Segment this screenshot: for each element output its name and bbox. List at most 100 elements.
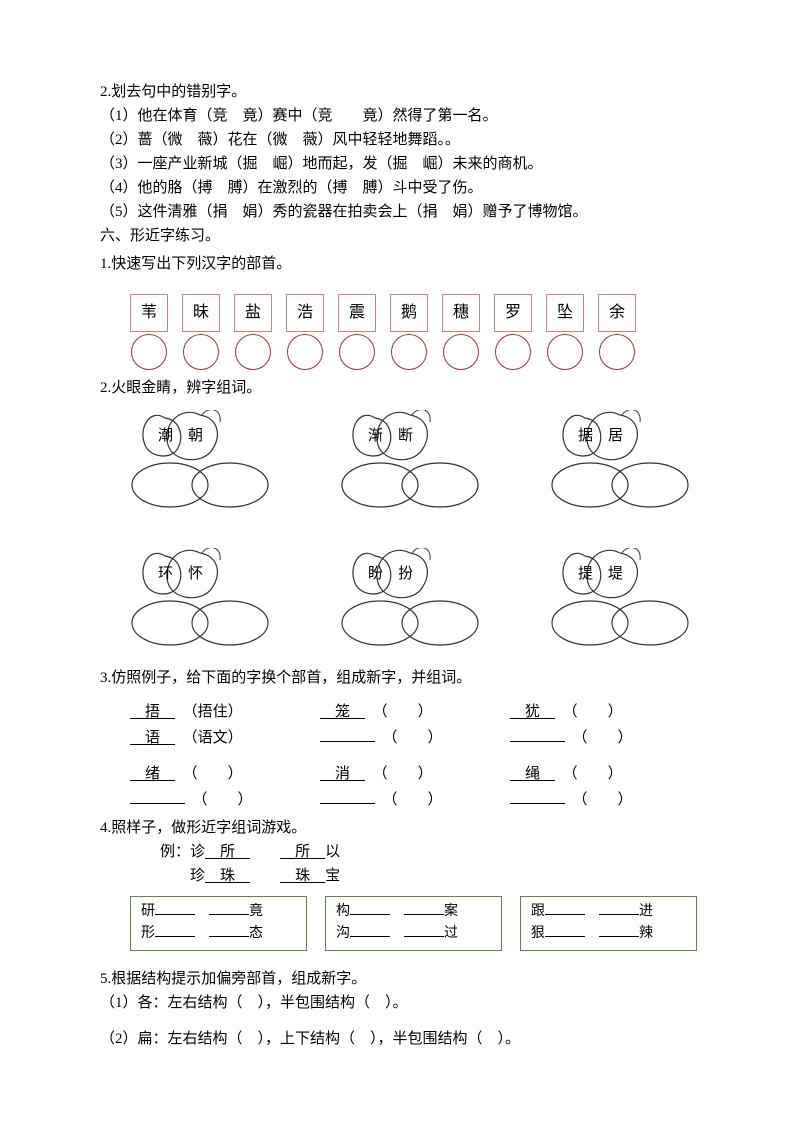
- apple-pair: 环怀: [130, 548, 270, 648]
- svg-text:渐: 渐: [368, 427, 383, 444]
- answer-circle[interactable]: [287, 334, 323, 370]
- radical-item: 震: [338, 294, 376, 370]
- fill-blank[interactable]: [599, 914, 639, 915]
- svg-text:怀: 怀: [188, 565, 203, 582]
- s4-boxes: 研 竟 形 态 构 案 沟 过 跟 进 狠 辣: [130, 896, 700, 951]
- radical-item: 浩: [286, 294, 324, 370]
- box-char: 沟: [336, 926, 350, 941]
- answer-circle[interactable]: [131, 334, 167, 370]
- s3-title: 3.仿照例子，给下面的字换个部首，组成新字，并组词。: [100, 666, 700, 690]
- apple-row: 潮朝 渐断 据居: [130, 410, 700, 510]
- svg-text:堤: 堤: [608, 565, 623, 582]
- box-char: 竟: [249, 904, 263, 919]
- box-char: 形: [141, 926, 155, 941]
- svg-text:提: 提: [578, 565, 593, 582]
- answer-circle[interactable]: [547, 334, 583, 370]
- fill-blank[interactable]: [404, 914, 444, 915]
- q2-item-1: （1）他在体育（竞 竟）赛中（竞 竟）然得了第一名。: [100, 104, 700, 128]
- svg-text:居: 居: [608, 428, 623, 444]
- fill-blank[interactable]: [510, 803, 565, 804]
- s3-row: 捂 （捂住） 笼 （ ） 犹 （ ）: [130, 700, 700, 724]
- fill-blank[interactable]: [155, 914, 195, 915]
- ex-char: 以: [325, 844, 340, 860]
- s5-item-1: （1）各：左右结构（ ），半包围结构（ ）。: [100, 991, 700, 1015]
- s3-cell: 捂 （捂住）: [130, 700, 280, 724]
- svg-text:据: 据: [578, 427, 593, 444]
- fill-blank[interactable]: [510, 741, 565, 742]
- fill-blank[interactable]: [545, 914, 585, 915]
- apple-grid: 潮朝 渐断 据居 环怀 盼扮 提堤: [130, 410, 700, 648]
- fill-blank[interactable]: [545, 936, 585, 937]
- box-char: 跟: [531, 904, 545, 919]
- apple-pair: 盼扮: [340, 548, 480, 648]
- radical-row: 苇 昧 盐 浩 震 鹅 穗 罗 坠 余: [130, 294, 700, 370]
- s3-cell: 笼 （ ）: [320, 700, 470, 724]
- q2-item-5: （5）这件清雅（捐 娟）秀的瓷器在拍卖会上（捐 娟）赠予了博物馆。: [100, 200, 700, 224]
- fill-blank[interactable]: [320, 741, 375, 742]
- ex-char: 宝: [325, 868, 340, 884]
- answer-circle[interactable]: [183, 334, 219, 370]
- radical-item: 鹅: [390, 294, 428, 370]
- radical-item: 昧: [182, 294, 220, 370]
- char-box: 昧: [182, 294, 220, 332]
- char-box: 苇: [130, 294, 168, 332]
- svg-text:环: 环: [158, 566, 173, 582]
- answer-circle[interactable]: [391, 334, 427, 370]
- s3-row: （ ） （ ） （ ）: [130, 788, 700, 812]
- s3-row: 绪 （ ） 消 （ ） 绳 （ ）: [130, 762, 700, 786]
- q2-item-4: （4）他的胳（搏 膊）在激烈的（搏 膊）斗中受了伤。: [100, 176, 700, 200]
- s5-title: 5.根据结构提示加偏旁部首，组成新字。: [100, 967, 700, 991]
- fill-blank[interactable]: [209, 936, 249, 937]
- s4-example: 例：诊 所 所 以 珍 珠 珠 宝: [160, 840, 700, 888]
- answer-circle[interactable]: [443, 334, 479, 370]
- svg-text:扮: 扮: [398, 565, 413, 582]
- answer-circle[interactable]: [599, 334, 635, 370]
- svg-text:盼: 盼: [368, 565, 383, 582]
- answer-circle[interactable]: [339, 334, 375, 370]
- apple-pair: 渐断: [340, 410, 480, 510]
- answer-circle[interactable]: [235, 334, 271, 370]
- apple-pair: 提堤: [550, 548, 690, 648]
- s4-box: 构 案 沟 过: [325, 896, 502, 951]
- svg-text:朝: 朝: [188, 427, 203, 444]
- box-char: 辣: [639, 926, 653, 941]
- apple-row: 环怀 盼扮 提堤: [130, 548, 700, 648]
- s3-cell: （ ）: [510, 788, 660, 812]
- char-box: 鹅: [390, 294, 428, 332]
- char-box: 穗: [442, 294, 480, 332]
- q2-item-2: （2）蔷（微 薇）花在（微 薇）风中轻轻地舞蹈。。: [100, 128, 700, 152]
- box-char: 构: [336, 904, 350, 919]
- fill-blank[interactable]: [350, 936, 390, 937]
- box-char: 研: [141, 904, 155, 919]
- s3-cell: 消 （ ）: [320, 762, 470, 786]
- fill-blank[interactable]: [404, 936, 444, 937]
- s3-block: 捂 （捂住） 笼 （ ） 犹 （ ） 语 （语文） （ ） （ ） 绪 （ ） …: [130, 700, 700, 812]
- char-box: 罗: [494, 294, 532, 332]
- answer-circle[interactable]: [495, 334, 531, 370]
- apple-pair: 据居: [550, 410, 690, 510]
- char-box: 盐: [234, 294, 272, 332]
- char-box: 余: [598, 294, 636, 332]
- fill-blank[interactable]: [209, 914, 249, 915]
- section-six-title: 六、形近字练习。: [100, 224, 700, 248]
- s3-row: 语 （语文） （ ） （ ）: [130, 726, 700, 750]
- ex-char: 例：诊: [160, 844, 205, 860]
- radical-item: 穗: [442, 294, 480, 370]
- radical-item: 盐: [234, 294, 272, 370]
- q2-item-3: （3）一座产业新城（掘 崛）地而起，发（掘 崛）未来的商机。: [100, 152, 700, 176]
- fill-blank[interactable]: [599, 936, 639, 937]
- fill-blank[interactable]: [320, 803, 375, 804]
- svg-text:潮: 潮: [158, 427, 173, 444]
- fill-blank[interactable]: [130, 803, 185, 804]
- fill-blank[interactable]: [350, 914, 390, 915]
- fill-blank[interactable]: [155, 936, 195, 937]
- s4-box: 跟 进 狠 辣: [520, 896, 697, 951]
- s3-cell: 犹 （ ）: [510, 700, 660, 724]
- char-box: 浩: [286, 294, 324, 332]
- box-char: 狠: [531, 926, 545, 941]
- box-char: 态: [249, 926, 263, 941]
- radical-item: 余: [598, 294, 636, 370]
- box-char: 案: [444, 904, 458, 919]
- radical-item: 罗: [494, 294, 532, 370]
- s4-title: 4.照样子，做形近字组词游戏。: [100, 816, 700, 840]
